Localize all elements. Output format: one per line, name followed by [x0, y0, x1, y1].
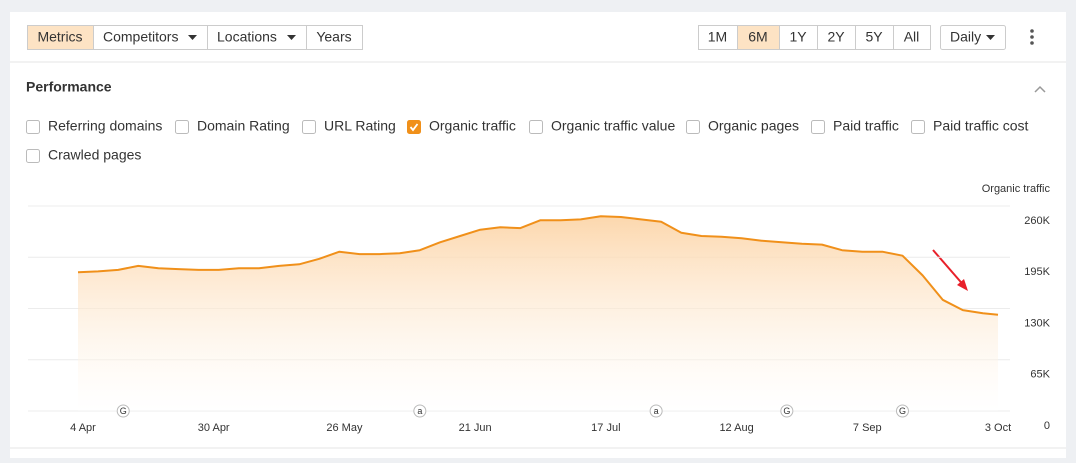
- checkbox-label[interactable]: Crawled pages: [48, 147, 141, 163]
- button-label: 1M: [708, 29, 727, 45]
- checkmark: [409, 123, 419, 132]
- line: [77, 215, 999, 316]
- y-tick-label: 260K: [1024, 215, 1050, 227]
- checkbox-label[interactable]: Paid traffic: [833, 118, 899, 134]
- button[interactable]: [779, 25, 818, 50]
- x-tick-label: 26 May: [326, 422, 363, 434]
- button-label: 2Y: [827, 29, 845, 45]
- checkbox-label[interactable]: Organic pages: [708, 118, 799, 134]
- collapse-button[interactable]: [1034, 85, 1046, 93]
- arrow: [932, 249, 967, 289]
- annotation-marker[interactable]: [413, 404, 427, 418]
- annotation-label: a: [417, 406, 422, 416]
- checkbox[interactable]: [911, 120, 925, 134]
- checkbox-label[interactable]: Domain Rating: [197, 118, 290, 134]
- x-tick-label: 7 Sep: [853, 422, 882, 434]
- arrow-head: [957, 279, 968, 291]
- checkbox[interactable]: [175, 120, 189, 134]
- checkbox-label[interactable]: Referring domains: [48, 118, 162, 134]
- y-tick-label: 65K: [1030, 369, 1050, 381]
- checkbox-label[interactable]: URL Rating: [324, 118, 396, 134]
- x-tick-label: 3 Oct: [985, 422, 1011, 434]
- interval-label: Daily: [950, 29, 981, 45]
- more-menu[interactable]: [1030, 29, 1034, 45]
- dropdown-arrow: [986, 35, 995, 40]
- interval-select[interactable]: [940, 25, 1006, 50]
- checkbox-label[interactable]: Organic traffic value: [551, 118, 675, 134]
- button[interactable]: [893, 25, 931, 50]
- annotation-label: a: [654, 406, 659, 416]
- button-label: All: [904, 29, 920, 45]
- checkbox[interactable]: [407, 120, 421, 134]
- x-tick-label: 21 Jun: [459, 422, 492, 434]
- annotation-label: G: [783, 406, 790, 416]
- checkbox[interactable]: [811, 120, 825, 134]
- checkbox-label[interactable]: Organic traffic: [429, 118, 516, 134]
- y-axis-label: Organic traffic: [982, 183, 1051, 195]
- y-tick-label: 195K: [1024, 266, 1050, 278]
- button-label: Years: [316, 29, 351, 45]
- button[interactable]: [817, 25, 856, 50]
- annotation-marker[interactable]: [895, 404, 909, 418]
- checkbox-label[interactable]: Paid traffic cost: [933, 118, 1029, 134]
- annotation-marker[interactable]: [780, 404, 794, 418]
- y-tick-label: 130K: [1024, 317, 1050, 329]
- button[interactable]: [306, 25, 363, 50]
- y-tick-label: 0: [1044, 420, 1050, 432]
- checkbox[interactable]: [26, 149, 40, 163]
- section-title: Performance: [26, 79, 112, 95]
- x-tick-label: 30 Apr: [198, 422, 230, 434]
- x-tick-label: 12 Aug: [719, 422, 753, 434]
- x-tick-label: 4 Apr: [70, 422, 96, 434]
- annotation-marker[interactable]: [116, 404, 130, 418]
- checkbox[interactable]: [302, 120, 316, 134]
- area-fill: [77, 216, 998, 411]
- button-label: Competitors: [103, 29, 178, 45]
- checkbox[interactable]: [26, 120, 40, 134]
- button-label: 1Y: [789, 29, 807, 45]
- dropdown-arrow: [188, 35, 197, 40]
- button-label: Metrics: [37, 29, 82, 45]
- button[interactable]: [855, 25, 894, 50]
- annotation-marker[interactable]: [649, 404, 663, 418]
- button-label: Locations: [217, 29, 277, 45]
- checkbox[interactable]: [529, 120, 543, 134]
- button-label: 6M: [748, 29, 767, 45]
- button[interactable]: [93, 25, 208, 50]
- button-label: 5Y: [865, 29, 883, 45]
- annotation-label: G: [899, 406, 906, 416]
- x-tick-label: 17 Jul: [591, 422, 620, 434]
- annotation-label: G: [120, 406, 127, 416]
- checkbox[interactable]: [686, 120, 700, 134]
- dropdown-arrow: [287, 35, 296, 40]
